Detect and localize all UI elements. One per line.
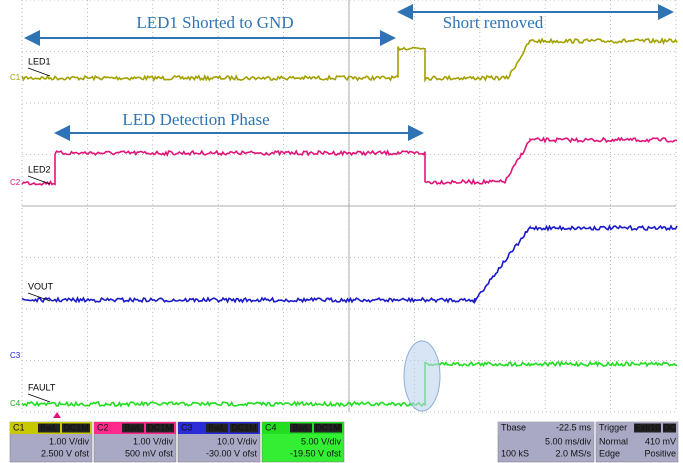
trigger-type: Edge: [599, 448, 620, 458]
tbase-title: Tbase: [501, 422, 526, 432]
waveform: [21, 136, 678, 187]
trace-label: LED1: [28, 56, 51, 66]
badge-text: BwL: [292, 422, 310, 432]
waveform: [21, 360, 678, 408]
badge-text: BwL: [40, 422, 58, 432]
box-header: [498, 422, 594, 434]
status-bar: C1 BwL DC1M 1.00 V/div 2.500 V ofst C2 BwL DC1M…: [9, 421, 679, 463]
badge: [230, 423, 258, 433]
label-leader: [27, 67, 51, 77]
tbase-div: 5.00 ms/div: [545, 436, 592, 446]
vdiv: 10.0 V/div: [217, 436, 258, 446]
badge: [663, 423, 676, 433]
badge: [634, 423, 661, 433]
trace-marker: C2: [10, 178, 21, 187]
grid: [21, 0, 677, 413]
trace-label: VOUT: [28, 281, 54, 291]
offset: 2.500 V ofst: [41, 448, 90, 458]
trace-label: FAULT: [28, 382, 56, 392]
info-box: C4 BwL DC1M 5.00 V/div -19.50 V ofst: [261, 421, 345, 463]
badge-text: DC1M: [147, 422, 173, 432]
trigger-title: Trigger: [599, 422, 627, 432]
offset: -19.50 V ofst: [290, 448, 342, 458]
channel-name: C3: [181, 422, 193, 432]
trace-marker: C3: [10, 351, 21, 360]
waveform: [21, 36, 678, 83]
info-box: C2 BwL DC1M 1.00 V/div 500 mV ofst: [93, 421, 177, 463]
trace-marker: C1: [10, 73, 21, 82]
badge: [290, 423, 312, 433]
info-box: Trigger Ext/10 DC Normal 410 mV Edge Positive: [595, 421, 679, 463]
tbase-delay: -22.5 ms: [556, 422, 592, 432]
badge: [146, 423, 174, 433]
label-leader: [27, 292, 51, 302]
info-box: C3 BwL DC1M 10.0 V/div -30.00 V ofst: [177, 421, 261, 463]
badge-text: Ext/10: [635, 422, 661, 432]
badge-text: DC1M: [63, 422, 89, 432]
badge: [62, 423, 90, 433]
badge: [206, 423, 228, 433]
info-box: Tbase -22.5 ms 5.00 ms/div 100 kS 2.0 MS/s: [497, 421, 595, 463]
tbase-samples: 100 kS: [501, 448, 529, 458]
offset: 500 mV ofst: [125, 448, 174, 458]
trace-labels: C1 LED1 C2 LED2 C3 VOUT C4 FAULT: [10, 56, 61, 418]
badge: [122, 423, 144, 433]
vdiv: 1.00 V/div: [133, 436, 174, 446]
trigger-level: 410 mV: [645, 436, 676, 446]
waveform: [21, 224, 678, 305]
badge: [38, 423, 60, 433]
vdiv: 1.00 V/div: [49, 436, 90, 446]
badge: [314, 423, 342, 433]
annotation: LED1 Shorted to GND: [136, 13, 293, 32]
trigger-mode: Normal: [599, 436, 628, 446]
highlight-ellipse: [403, 340, 441, 412]
trace-marker: C4: [10, 399, 21, 408]
waveforms: [21, 36, 678, 408]
badge-text: DC1M: [231, 422, 257, 432]
badge-text: BwL: [208, 422, 226, 432]
label-leader: [27, 175, 51, 185]
channel-name: C1: [13, 422, 25, 432]
annotation: Short removed: [443, 13, 544, 32]
trace-label: LED2: [28, 164, 51, 174]
annotation: LED Detection Phase: [122, 110, 269, 129]
info-box: C1 BwL DC1M 1.00 V/div 2.500 V ofst: [9, 421, 93, 463]
trigger-marker: [53, 412, 61, 418]
badge-text: BwL: [124, 422, 142, 432]
vdiv: 5.00 V/div: [301, 436, 342, 446]
badge-text: DC1M: [315, 422, 341, 432]
channel-name: C2: [97, 422, 109, 432]
badge-text: DC: [663, 422, 676, 432]
offset: -30.00 V ofst: [206, 448, 258, 458]
tbase-rate: 2.0 MS/s: [555, 448, 591, 458]
trigger-slope: Positive: [644, 448, 676, 458]
channel-name: C4: [265, 422, 277, 432]
label-leader: [27, 393, 51, 403]
